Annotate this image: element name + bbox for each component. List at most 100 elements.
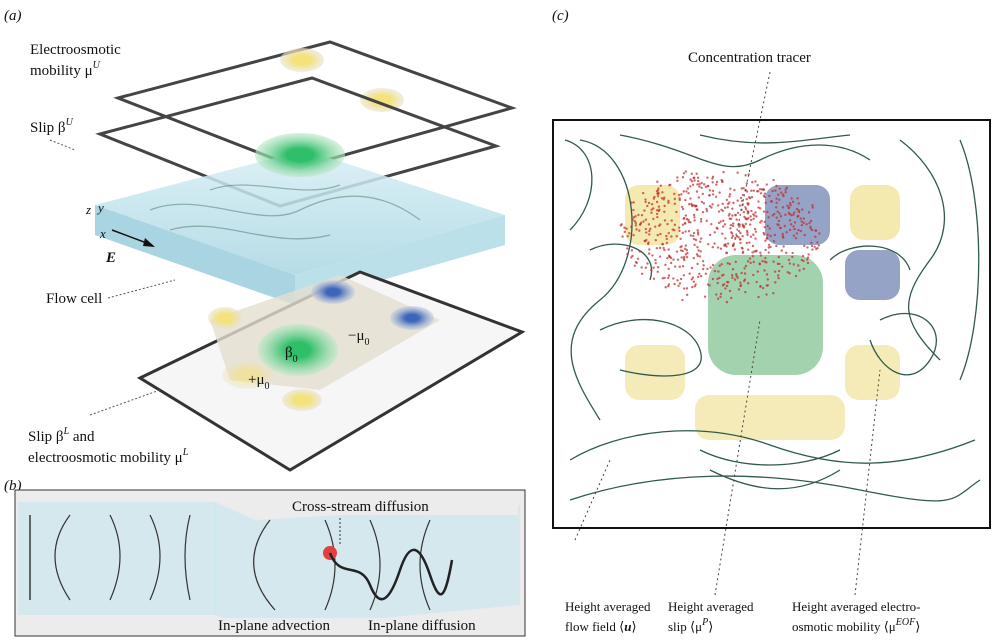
tracer-dot (775, 202, 777, 204)
tracer-dot (693, 179, 695, 181)
label: Flow cell (46, 291, 102, 307)
tracer-dot (729, 263, 731, 265)
tracer-dot (687, 187, 689, 189)
tracer-dot (752, 218, 754, 220)
tracer-dot (683, 190, 685, 192)
tracer-dot (657, 195, 659, 197)
tracer-dot (752, 255, 754, 257)
tracer-dot (788, 272, 790, 274)
tracer-dot (785, 188, 787, 190)
tracer-dot (666, 242, 668, 244)
tracer-dot (796, 197, 798, 199)
tracer-dot (765, 293, 767, 295)
tracer-dot (656, 201, 658, 203)
label: In-plane advection (218, 618, 331, 634)
tracer-dot (682, 224, 684, 226)
tracer-dot (730, 297, 732, 299)
tracer-dot (778, 220, 780, 222)
tracer-dot (752, 274, 754, 276)
tracer-dot (742, 187, 744, 189)
tracer-dot (780, 215, 782, 217)
tracer-dot (735, 218, 737, 220)
tracer-dot (688, 230, 690, 232)
tracer-dot (724, 223, 726, 225)
tracer-dot (667, 268, 669, 270)
tracer-dot (757, 200, 759, 202)
tracer-dot (709, 234, 711, 236)
tracer-dot (631, 218, 633, 220)
tracer-dot (657, 187, 659, 189)
axis-label: z (85, 202, 91, 217)
tracer-dot (698, 196, 700, 198)
tracer-dot (700, 275, 702, 277)
tracer-dot (739, 242, 741, 244)
tracer-dot (692, 235, 694, 237)
tracer-dot (693, 177, 695, 179)
label: osmotic mobility ⟨μ (792, 619, 896, 634)
tracer-dot (656, 216, 658, 218)
tracer-dot (674, 198, 676, 200)
tracer-dot (766, 211, 768, 213)
tracer-dot (745, 265, 747, 267)
tracer-dot (722, 225, 724, 227)
tracer-dot (653, 196, 655, 198)
tracer-dot (784, 225, 786, 227)
tracer-dot (668, 255, 670, 257)
tracer-dot (766, 273, 768, 275)
tracer-dot (674, 224, 676, 226)
tracer-dot (699, 241, 701, 243)
tracer-dot (691, 267, 693, 269)
tracer-dot (658, 209, 660, 211)
tracer-dot (702, 193, 704, 195)
tracer-dot (729, 227, 731, 229)
tracer-dot (746, 198, 748, 200)
tracer-dot (724, 237, 726, 239)
tracer-dot (706, 268, 708, 270)
tracer-dot (782, 206, 784, 208)
tracer-dot (791, 256, 793, 258)
tracer-dot (688, 273, 690, 275)
tracer-dot (652, 267, 654, 269)
tracer-dot (663, 205, 665, 207)
tracer-dot (784, 214, 786, 216)
tracer-dot (781, 265, 783, 267)
tracer-dot (756, 190, 758, 192)
tracer-dot (721, 263, 723, 265)
tracer-dot (789, 202, 791, 204)
tracer-dot (780, 192, 782, 194)
tracer-dot (685, 170, 687, 172)
tracer-dot (705, 208, 707, 210)
tracer-dot (730, 224, 732, 226)
sup: U (93, 60, 101, 71)
tracer-dot (697, 176, 699, 178)
tracer-dot (679, 282, 681, 284)
sup: L (182, 447, 189, 458)
tracer-dot (768, 195, 770, 197)
tracer-dot (641, 214, 643, 216)
tracer-dot (797, 209, 799, 211)
tracer-dot (807, 262, 809, 264)
panel-b: (b) Cross-stream diffusion In-plane adve… (4, 478, 525, 636)
leader (90, 390, 160, 415)
tracer-dot (656, 213, 658, 215)
tracer-dot (715, 293, 717, 295)
tracer-dot (765, 202, 767, 204)
tracer-dot (772, 179, 774, 181)
label: Height averaged electro- (792, 599, 920, 614)
tracer-dot (730, 218, 732, 220)
tracer-dot (746, 234, 748, 236)
tracer-dot (774, 189, 776, 191)
tracer-dot (763, 232, 765, 234)
tracer-dot (686, 287, 688, 289)
tracer-dot (735, 275, 737, 277)
tracer-dot (676, 250, 678, 252)
tracer-dot (662, 243, 664, 245)
tracer-dot (741, 235, 743, 237)
tracer-dot (736, 172, 738, 174)
tracer-dot (769, 246, 771, 248)
tracer-dot (659, 233, 661, 235)
tracer-dot (640, 266, 642, 268)
tracer-dot (734, 214, 736, 216)
tracer-dot (716, 278, 718, 280)
tracer-dot (748, 241, 750, 243)
